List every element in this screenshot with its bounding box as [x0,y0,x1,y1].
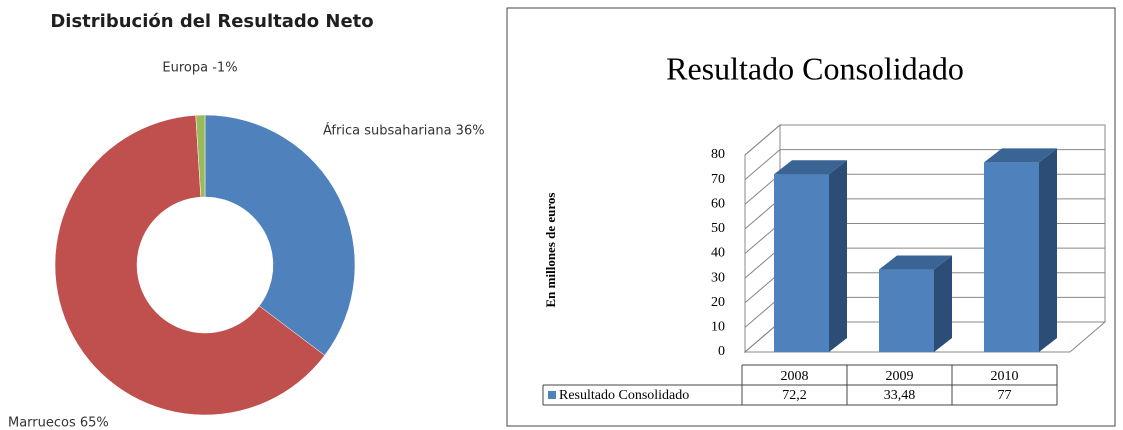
y-tick-label: 40 [711,246,725,261]
y-tick-label: 80 [711,147,725,162]
slice-label: África subsahariana 36% [323,123,485,139]
y-tick-label: 10 [711,320,725,335]
table-value: 72,2 [782,388,807,403]
bar-side [934,255,952,352]
donut-slice [54,115,326,416]
bar-side [1039,148,1057,352]
bar-side [829,160,847,352]
legend-label: Resultado Consolidado [559,388,689,403]
donut-title: Distribución del Resultado Neto [50,11,373,32]
legend-swatch [548,391,556,399]
y-tick-label: 50 [711,221,725,236]
slice-label: Marruecos 65% [8,416,109,430]
table-value: 77 [998,388,1012,403]
y-tick-label: 70 [711,172,725,187]
donut-slice [195,114,206,198]
bar [984,162,1039,352]
x-tick-label: 2008 [781,369,809,384]
y-tick-label: 0 [718,344,725,359]
y-axis-label: En millones de euros [543,193,558,308]
bar-top [984,148,1057,163]
table-value: 33,48 [884,388,916,403]
y-tick-label: 30 [711,270,725,285]
bar-top [879,255,952,270]
y-tick-label: 20 [711,295,725,310]
grid-line [744,149,1105,181]
slice-label: Europa -1% [162,61,237,76]
bar-title: Resultado Consolidado [666,50,964,86]
x-tick-label: 2010 [991,369,1019,384]
bar-top [774,160,847,175]
grid-line [744,124,1105,156]
bar [879,269,934,352]
bar [774,174,829,352]
x-tick-label: 2009 [886,369,914,384]
y-tick-label: 60 [711,196,725,211]
donut-slice [204,114,356,356]
